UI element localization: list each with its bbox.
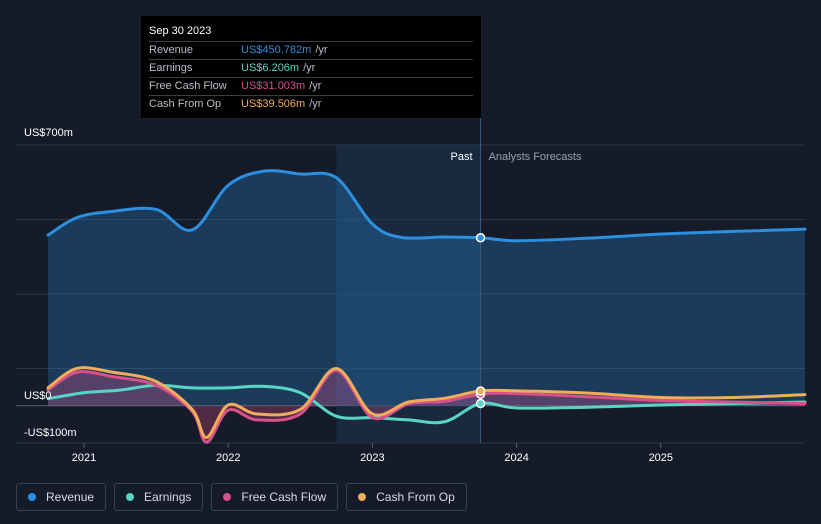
tooltip-label: Earnings (149, 62, 193, 74)
x-tick-label: 2021 (72, 452, 96, 464)
tooltip-value: US$31.003m (241, 80, 306, 92)
earnings-marker (475, 398, 486, 409)
revenue-area (48, 170, 805, 406)
y-axis-bottom-label: -US$100m (24, 427, 77, 439)
x-tick-label: 2022 (216, 452, 240, 464)
legend-dot-icon (28, 493, 36, 501)
past-label: Past (451, 151, 473, 163)
x-tick-label: 2025 (649, 452, 673, 464)
tooltip-row-earnings: Earnings US$6.206m /yr (149, 59, 473, 77)
legend: Revenue Earnings Free Cash Flow Cash Fro… (16, 483, 467, 511)
free-cash-flow-line (46, 368, 807, 444)
tooltip-date: Sep 30 2023 (149, 25, 212, 37)
legend-item-earnings[interactable]: Earnings (114, 483, 204, 511)
legend-label: Revenue (46, 490, 95, 504)
cash-from-op-marker (475, 386, 486, 396)
legend-label: Cash From Op (376, 490, 455, 504)
tooltip-unit: /yr (309, 80, 322, 92)
y-axis-zero-label: US$0 (24, 390, 52, 402)
cash-from-op-line (46, 366, 807, 439)
tooltip-row-free-cash-flow: Free Cash Flow US$31.003m /yr (149, 77, 473, 95)
legend-item-free-cash-flow[interactable]: Free Cash Flow (211, 483, 339, 511)
legend-label: Free Cash Flow (241, 490, 327, 504)
x-tick-label: 2023 (360, 452, 384, 464)
past-highlight-region (336, 145, 481, 443)
y-axis-top-label: US$700m (24, 127, 73, 139)
tooltip-row-revenue: Revenue US$450.782m /yr (149, 41, 473, 59)
tooltip-unit: /yr (315, 44, 328, 56)
tooltip-unit: /yr (309, 98, 322, 110)
forecast-label: Analysts Forecasts (489, 151, 582, 163)
area-layer (48, 170, 805, 443)
legend-item-cash-from-op[interactable]: Cash From Op (346, 483, 467, 511)
x-axis-ticks: 2021 2022 2023 2024 2025 (72, 443, 673, 464)
legend-dot-icon (358, 493, 367, 501)
tooltip-value: US$450.782m (241, 44, 312, 56)
tooltip-label: Revenue (149, 44, 194, 56)
line-layer (46, 169, 807, 444)
legend-dot-icon (223, 493, 232, 501)
marker-layer (475, 233, 486, 409)
tooltip-row-cash-from-op: Cash From Op US$39.506m /yr (149, 95, 473, 113)
x-tick-label: 2024 (504, 452, 528, 464)
legend-label: Earnings (144, 490, 192, 504)
free-cash-flow-area (48, 370, 805, 443)
tooltip-value: US$39.506m (241, 98, 306, 110)
revenue-marker (475, 233, 486, 243)
legend-item-revenue[interactable]: Revenue (16, 483, 107, 511)
revenue-line (46, 169, 807, 243)
tooltip: Sep 30 2023 Revenue US$450.782m /yr Earn… (141, 16, 481, 118)
tooltip-value: US$6.206m (241, 62, 300, 74)
tooltip-unit: /yr (303, 62, 316, 74)
legend-dot-icon (126, 493, 135, 501)
tooltip-label: Cash From Op (149, 98, 222, 110)
tooltip-label: Free Cash Flow (149, 80, 227, 92)
